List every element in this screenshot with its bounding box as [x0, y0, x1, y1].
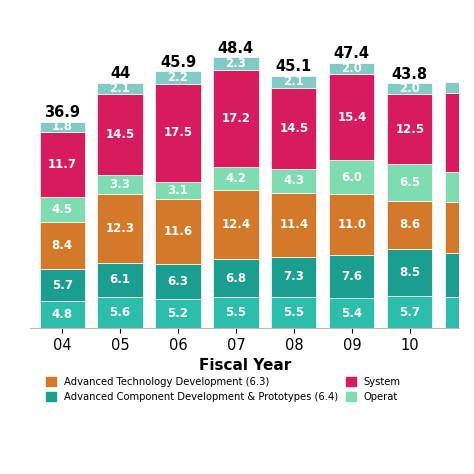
Bar: [387, 83, 432, 94]
Text: 5.6: 5.6: [109, 306, 131, 319]
X-axis label: Fiscal Year: Fiscal Year: [199, 358, 291, 374]
Text: 5.7: 5.7: [52, 279, 73, 292]
Text: 1.8: 1.8: [52, 120, 73, 133]
Text: 12.3: 12.3: [106, 222, 135, 235]
Text: 36.9: 36.9: [44, 105, 80, 120]
Bar: [155, 299, 201, 328]
Bar: [98, 82, 143, 94]
Text: 43.8: 43.8: [392, 66, 428, 82]
Text: 7.6: 7.6: [341, 270, 362, 283]
Bar: [39, 301, 85, 328]
Bar: [39, 197, 85, 222]
Bar: [445, 202, 474, 253]
Text: 2.0: 2.0: [341, 62, 362, 75]
Bar: [271, 88, 317, 169]
Bar: [329, 160, 374, 194]
Bar: [445, 297, 474, 328]
Text: 3.1: 3.1: [168, 184, 189, 197]
Text: 6.1: 6.1: [109, 273, 130, 286]
Bar: [271, 76, 317, 88]
Bar: [387, 201, 432, 249]
Bar: [329, 63, 374, 74]
Text: 6.3: 6.3: [167, 275, 189, 288]
Bar: [445, 253, 474, 297]
Bar: [329, 194, 374, 255]
Text: 15.4: 15.4: [337, 111, 366, 124]
Text: 2.0: 2.0: [399, 82, 420, 95]
Text: 4.8: 4.8: [52, 308, 73, 321]
Bar: [98, 194, 143, 263]
Text: 17.2: 17.2: [221, 112, 250, 125]
Text: 48.4: 48.4: [218, 41, 254, 56]
Bar: [329, 74, 374, 160]
Bar: [213, 70, 258, 166]
Bar: [98, 297, 143, 328]
Bar: [98, 263, 143, 297]
Bar: [155, 264, 201, 299]
Bar: [213, 259, 258, 297]
Text: 5.5: 5.5: [225, 306, 246, 319]
Text: 2.1: 2.1: [283, 75, 304, 88]
Text: 11.0: 11.0: [337, 218, 366, 231]
Bar: [155, 72, 201, 84]
Text: 2.3: 2.3: [226, 57, 246, 71]
Bar: [445, 82, 474, 93]
Text: 6.5: 6.5: [399, 176, 420, 189]
Text: 5.7: 5.7: [399, 306, 420, 319]
Text: 4.3: 4.3: [283, 174, 304, 187]
Text: 6.0: 6.0: [341, 171, 362, 183]
Bar: [445, 93, 474, 172]
Text: 14.5: 14.5: [279, 122, 309, 135]
Bar: [271, 193, 317, 256]
Bar: [213, 190, 258, 259]
Bar: [155, 84, 201, 182]
Text: 12.4: 12.4: [221, 218, 250, 231]
Bar: [39, 269, 85, 301]
Text: 6.8: 6.8: [225, 272, 246, 285]
Text: 12.5: 12.5: [395, 123, 424, 136]
Text: 4.2: 4.2: [226, 172, 246, 185]
Bar: [445, 172, 474, 202]
Bar: [387, 296, 432, 328]
Bar: [39, 122, 85, 132]
Bar: [98, 94, 143, 175]
Text: 2.1: 2.1: [109, 82, 130, 95]
Bar: [387, 94, 432, 164]
Bar: [155, 182, 201, 199]
Bar: [387, 249, 432, 296]
Text: 8.4: 8.4: [52, 239, 73, 253]
Bar: [271, 297, 317, 328]
Text: 11.4: 11.4: [279, 218, 309, 231]
Bar: [213, 297, 258, 328]
Legend: Advanced Technology Development (6.3), Advanced Component Development & Prototyp: Advanced Technology Development (6.3), A…: [43, 374, 404, 405]
Bar: [387, 164, 432, 201]
Bar: [213, 166, 258, 190]
Text: 47.4: 47.4: [334, 46, 370, 62]
Text: 8.5: 8.5: [399, 266, 420, 279]
Bar: [98, 175, 143, 194]
Text: 5.2: 5.2: [167, 307, 189, 320]
Bar: [271, 256, 317, 297]
Text: 4.5: 4.5: [52, 203, 73, 217]
Text: 45.9: 45.9: [160, 55, 196, 70]
Bar: [155, 199, 201, 264]
Text: 17.5: 17.5: [164, 126, 192, 139]
Text: 11.7: 11.7: [47, 158, 77, 171]
Bar: [39, 222, 85, 269]
Text: 7.3: 7.3: [283, 271, 304, 283]
Text: 5.4: 5.4: [341, 307, 363, 319]
Text: 2.2: 2.2: [168, 71, 189, 84]
Bar: [329, 298, 374, 328]
Text: 3.3: 3.3: [109, 178, 130, 191]
Text: 14.5: 14.5: [105, 128, 135, 141]
Bar: [39, 132, 85, 197]
Text: 45.1: 45.1: [276, 59, 312, 74]
Text: 44: 44: [110, 66, 130, 81]
Bar: [271, 169, 317, 193]
Text: 5.5: 5.5: [283, 306, 304, 319]
Text: 11.6: 11.6: [164, 225, 192, 238]
Bar: [329, 255, 374, 298]
Text: 8.6: 8.6: [399, 218, 420, 231]
Bar: [213, 57, 258, 70]
